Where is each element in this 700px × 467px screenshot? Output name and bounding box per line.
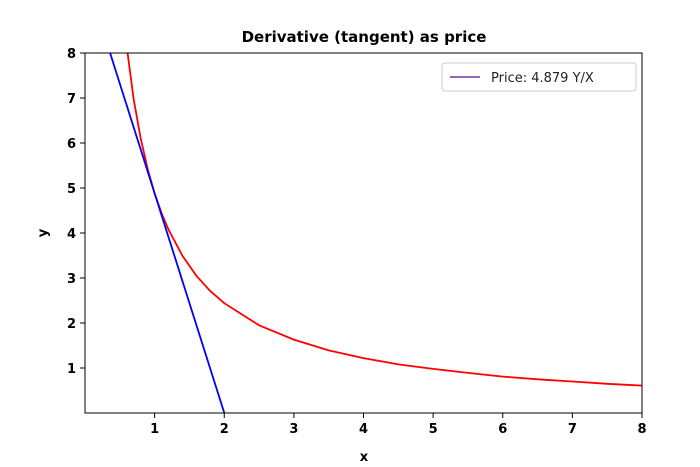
- legend-box: [441, 62, 637, 92]
- y-axis: 1 2 3 4 5 6 7 8: [67, 47, 85, 377]
- y-tick-label: 4: [67, 227, 76, 242]
- curve-line: [126, 53, 642, 387]
- legend: Price: 4.879 Y/X: [441, 62, 637, 92]
- y-tick-label: 8: [67, 47, 76, 62]
- x-tick-label: 1: [150, 422, 159, 437]
- y-tick-label: 7: [67, 92, 76, 107]
- y-tick-label: 1: [67, 362, 76, 377]
- x-tick-label: 2: [220, 422, 229, 437]
- x-tick-label: 7: [568, 422, 577, 437]
- tangent-line: [109, 53, 226, 413]
- x-tick-label: 8: [637, 422, 646, 437]
- y-axis-label: y: [36, 228, 51, 237]
- x-tick-label: 6: [498, 422, 507, 437]
- plot-area: [109, 53, 642, 413]
- x-tick-label: 3: [289, 422, 298, 437]
- x-tick-label: 4: [359, 422, 368, 437]
- y-tick-label: 6: [67, 137, 76, 152]
- x-tick-label: 5: [429, 422, 438, 437]
- x-axis: 1 2 3 4 5 6 7 8: [150, 413, 647, 437]
- y-tick-label: 3: [67, 272, 76, 287]
- chart-title: Derivative (tangent) as price: [242, 28, 487, 46]
- y-tick-label: 2: [67, 317, 76, 332]
- y-tick-label: 5: [67, 182, 76, 197]
- x-axis-label: x: [360, 450, 369, 465]
- legend-label: Price: 4.879 Y/X: [491, 71, 594, 86]
